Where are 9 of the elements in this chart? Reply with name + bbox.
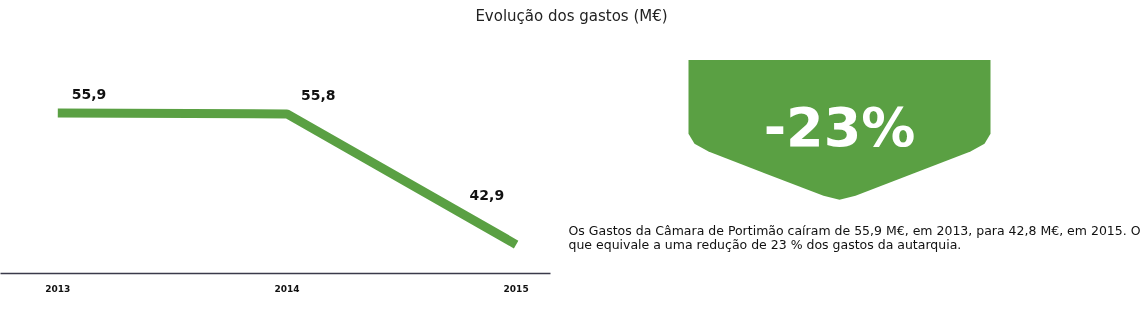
chart-title: Evolução dos gastos (M€) — [475, 6, 668, 25]
data-label: 55,9 — [71, 85, 107, 102]
x-tick-label: 2015 — [503, 283, 529, 294]
x-tick-label: 2013 — [45, 283, 71, 294]
text: -23% — [763, 95, 916, 159]
data-label: 55,8 — [300, 86, 336, 103]
annotation: Os Gastos da Câmara de Portimão caíram de 55,9 M€, em 2013, para 42,8 M€, em 2015. O que equivale a uma redução de 23 % dos gastos da autarquia. — [568, 223, 1141, 253]
data-label: 42,9 — [469, 186, 505, 203]
x-tick-label: 2014 — [274, 283, 300, 294]
